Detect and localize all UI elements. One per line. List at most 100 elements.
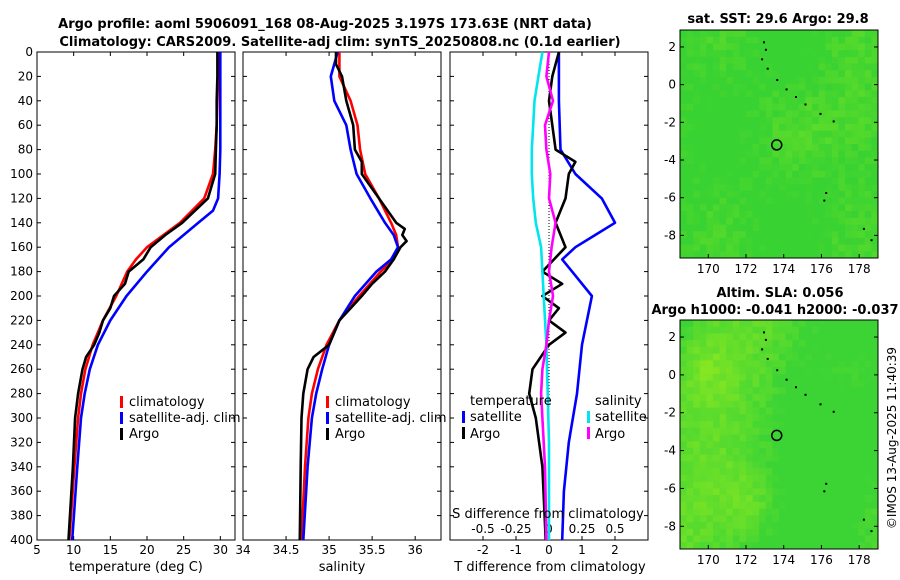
map-cell — [831, 231, 839, 239]
map-cell — [746, 130, 754, 138]
map-cell — [864, 387, 872, 395]
map-cell — [785, 251, 793, 259]
map-cell — [693, 400, 701, 409]
map-cell — [686, 63, 694, 71]
map-cell — [726, 144, 734, 152]
map-cell — [752, 360, 760, 368]
map-cell — [851, 43, 859, 51]
map-cell — [779, 197, 787, 205]
map-cell — [765, 204, 773, 212]
map-cell — [772, 373, 780, 382]
map-cell — [851, 211, 859, 219]
map-cell — [838, 360, 846, 368]
map-cell — [739, 177, 747, 185]
map-cell — [858, 224, 866, 232]
map-cell — [732, 474, 740, 483]
map-cell — [746, 50, 754, 58]
map-cell — [713, 468, 721, 476]
map-cell — [812, 394, 820, 402]
map-cell — [719, 63, 727, 71]
map-cell — [864, 380, 872, 388]
map-cell — [792, 164, 800, 172]
map-cell — [732, 535, 740, 543]
map-cell — [845, 251, 853, 259]
map-cell — [805, 197, 813, 205]
map-cell — [825, 110, 833, 118]
map-cell — [713, 387, 721, 395]
map-cell — [871, 231, 879, 239]
map-cell — [759, 387, 767, 395]
map-cell — [818, 414, 826, 422]
map-cell — [765, 340, 773, 348]
map-cell — [785, 224, 793, 232]
map-cell — [706, 184, 714, 192]
map-cell — [732, 157, 740, 165]
map-cell — [792, 204, 800, 212]
map-cell — [719, 400, 727, 409]
map-cell — [812, 211, 820, 219]
map-cell — [785, 441, 793, 449]
map-cell — [746, 90, 754, 98]
map-cell — [752, 251, 760, 259]
map-cell — [706, 76, 714, 85]
map-cell — [746, 110, 754, 118]
map-cell — [812, 515, 820, 523]
map-cell — [871, 211, 879, 219]
map-cell — [818, 427, 826, 435]
map-cell — [779, 320, 787, 328]
map-cell — [864, 43, 872, 51]
map-cell — [719, 30, 727, 38]
map-cell — [693, 103, 701, 111]
map-cell — [825, 501, 833, 510]
map-cell — [693, 394, 701, 402]
map-cell — [831, 427, 839, 435]
y-tick-label: 80 — [18, 143, 33, 157]
map-cell — [818, 488, 826, 496]
map-cell — [851, 340, 859, 348]
map-cell — [798, 515, 806, 523]
map-cell — [699, 170, 707, 179]
map-cell — [858, 387, 866, 395]
map-cell — [752, 508, 760, 516]
map-cell — [719, 501, 727, 510]
map-cell — [792, 400, 800, 409]
map-cell — [693, 204, 701, 212]
map-cell — [779, 515, 787, 523]
map-cell — [732, 501, 740, 510]
map-cell — [746, 394, 754, 402]
map-cell — [739, 204, 747, 212]
map-cell — [699, 63, 707, 71]
map-cell — [792, 367, 800, 375]
map-cell — [713, 515, 721, 523]
sla-map-title-line2: Argo h1000: -0.041 h2000: -0.037 — [651, 303, 898, 318]
map-y-tick-label: 0 — [668, 368, 676, 382]
map-cell — [699, 224, 707, 232]
map-cell — [752, 110, 760, 118]
map-cell — [825, 117, 833, 125]
map-cell — [785, 461, 793, 469]
map-cell — [699, 360, 707, 368]
map-cell — [765, 30, 773, 38]
map-cell — [680, 421, 688, 429]
map-cell — [686, 224, 694, 232]
map-cell — [845, 164, 853, 172]
map-cell — [746, 346, 754, 355]
map-cell — [851, 117, 859, 125]
map-cell — [752, 427, 760, 435]
map-cell — [838, 83, 846, 91]
map-cell — [858, 211, 866, 219]
island-marker — [823, 490, 826, 493]
map-cell — [851, 353, 859, 361]
map-cell — [785, 414, 793, 422]
map-cell — [825, 56, 833, 65]
map-cell — [739, 434, 747, 442]
map-cell — [838, 36, 846, 44]
island-marker — [804, 393, 807, 396]
map-cell — [812, 90, 820, 98]
x-tick-label: 5 — [33, 543, 41, 557]
island-marker — [795, 96, 797, 98]
map-cell — [798, 117, 806, 125]
map-cell — [858, 217, 866, 225]
map-cell — [719, 326, 727, 334]
x-tick-label: 2 — [611, 543, 619, 557]
